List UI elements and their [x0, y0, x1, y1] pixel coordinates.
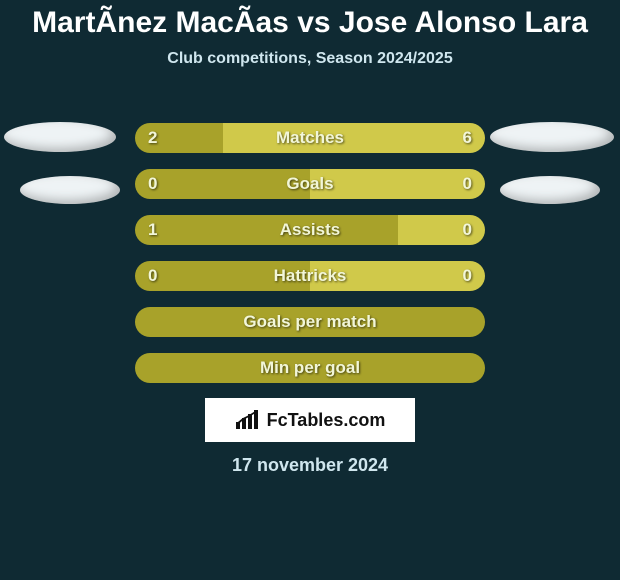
- stat-row: Min per goal: [0, 353, 620, 383]
- player-slot-ellipse: [4, 122, 116, 152]
- stat-bar: [135, 123, 485, 153]
- stat-bar-right: [398, 215, 486, 245]
- stat-bar-right: [310, 169, 485, 199]
- stat-bar-right: [310, 261, 485, 291]
- player-slot-ellipse: [20, 176, 120, 204]
- stat-bar: [135, 307, 485, 337]
- stat-bar-left: [135, 215, 398, 245]
- source-badge-text: FcTables.com: [267, 410, 386, 431]
- stat-bar-left: [135, 123, 223, 153]
- source-badge: FcTables.com: [205, 398, 415, 442]
- chart-icon: [235, 410, 261, 430]
- stat-row: Hattricks00: [0, 261, 620, 291]
- stat-bar-left: [135, 261, 310, 291]
- stat-bar-full: [135, 353, 485, 383]
- stat-bar: [135, 215, 485, 245]
- stat-row: Assists10: [0, 215, 620, 245]
- stat-bar: [135, 169, 485, 199]
- stat-bar: [135, 261, 485, 291]
- snapshot-date: 17 november 2024: [0, 455, 620, 476]
- page-subtitle: Club competitions, Season 2024/2025: [0, 50, 620, 68]
- comparison-infographic: MartÃ­nez MacÃ­as vs Jose Alonso Lara Cl…: [0, 0, 620, 580]
- stat-row: Goals per match: [0, 307, 620, 337]
- player-slot-ellipse: [500, 176, 600, 204]
- stat-bar: [135, 353, 485, 383]
- player-slot-ellipse: [490, 122, 614, 152]
- stat-bar-right: [223, 123, 486, 153]
- page-title: MartÃ­nez MacÃ­as vs Jose Alonso Lara: [0, 0, 620, 40]
- stat-bar-full: [135, 307, 485, 337]
- stat-bar-left: [135, 169, 310, 199]
